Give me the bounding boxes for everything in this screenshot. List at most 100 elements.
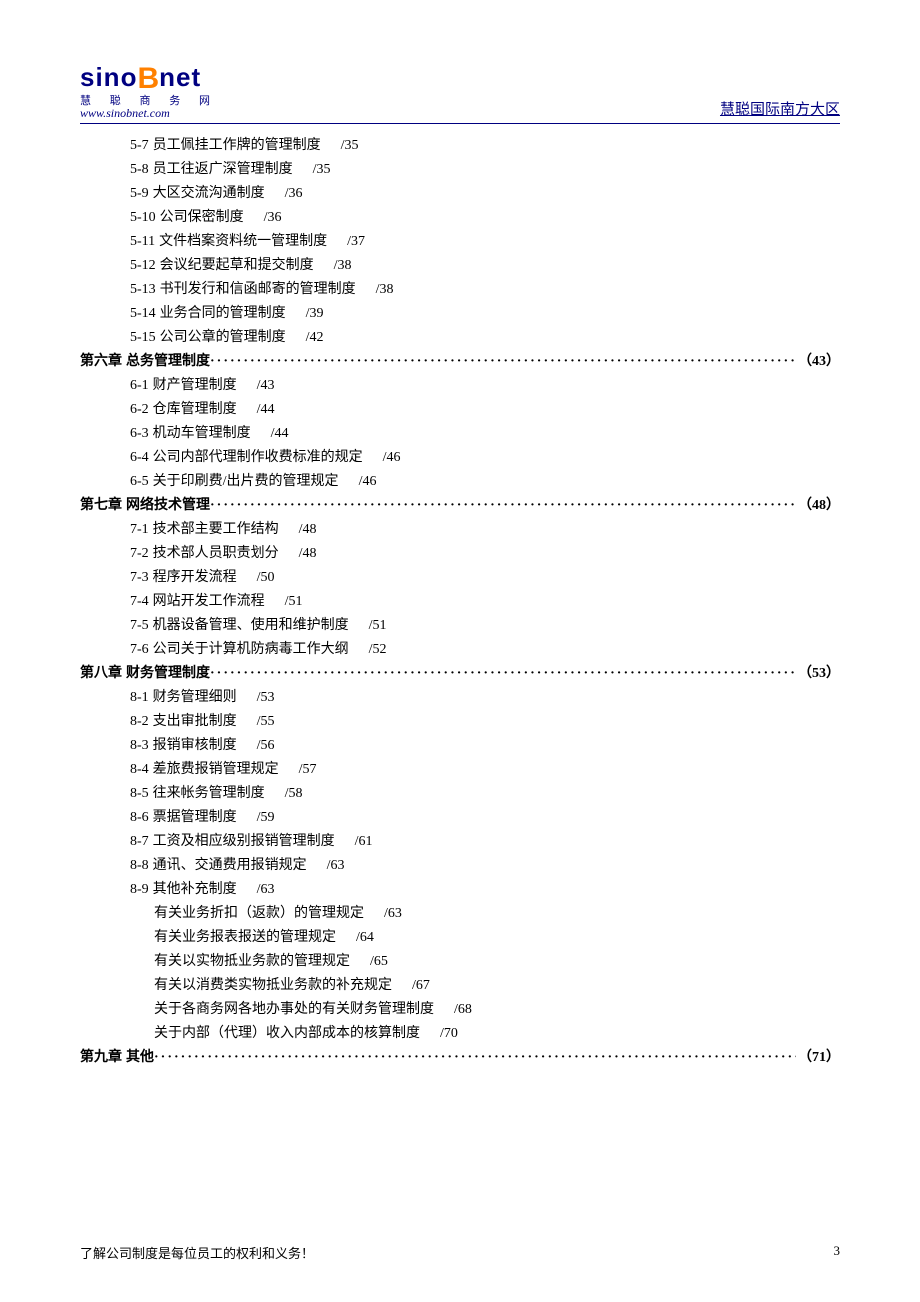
footer-text: 了解公司制度是每位员工的权利和义务！ <box>80 1243 314 1262</box>
toc-num: 7-3 <box>130 570 149 585</box>
toc-item: 8-6票据管理制度/59 <box>130 806 840 830</box>
toc-item: 8-8通讯、交通费用报销规定/63 <box>130 854 840 878</box>
toc-page: /52 <box>369 642 387 657</box>
toc-item: 5-10公司保密制度/36 <box>130 206 840 230</box>
chapter-label: 第七章 <box>80 494 122 518</box>
toc-item: 关于各商务网各地办事处的有关财务管理制度/68 <box>130 998 840 1022</box>
toc-page: /37 <box>347 234 365 249</box>
chapter-label: 第八章 <box>80 662 122 686</box>
toc-num: 8-1 <box>130 690 149 705</box>
toc-title: 仓库管理制度 <box>153 402 237 417</box>
header-right: 慧聪国际南方大区 <box>720 98 840 121</box>
toc-title: 书刊发行和信函邮寄的管理制度 <box>160 282 356 297</box>
page-header: sino B net 慧 聪 商 务 网 www.sinobnet.com 慧聪… <box>80 60 840 124</box>
toc-item: 有关业务折扣（返款）的管理规定/63 <box>130 902 840 926</box>
toc-num: 7-4 <box>130 594 149 609</box>
toc-item: 8-9其他补充制度/63 <box>130 878 840 902</box>
toc-item: 5-15公司公章的管理制度/42 <box>130 326 840 350</box>
toc-page: /46 <box>383 450 401 465</box>
toc-title: 公司关于计算机防病毒工作大纲 <box>153 642 349 657</box>
toc-page: /46 <box>359 474 377 489</box>
toc-title: 大区交流沟通制度 <box>153 186 265 201</box>
toc-title: 有关业务报表报送的管理规定 <box>154 930 336 945</box>
toc-title: 差旅费报销管理规定 <box>153 762 279 777</box>
toc-title: 机器设备管理、使用和维护制度 <box>153 618 349 633</box>
toc-num: 8-6 <box>130 810 149 825</box>
chapter-page: （71） <box>798 1046 840 1070</box>
toc-title: 支出审批制度 <box>153 714 237 729</box>
toc-page: /36 <box>285 186 303 201</box>
toc-num: 5-13 <box>130 282 156 297</box>
toc-item: 5-13书刊发行和信函邮寄的管理制度/38 <box>130 278 840 302</box>
toc-title: 工资及相应级别报销管理制度 <box>153 834 335 849</box>
toc-num: 6-2 <box>130 402 149 417</box>
toc-item: 7-2技术部人员职责划分/48 <box>130 542 840 566</box>
chapter-7: 第七章 网络技术管理 （48） <box>80 494 840 518</box>
toc-num: 5-14 <box>130 306 156 321</box>
toc-num: 6-1 <box>130 378 149 393</box>
logo-sino: sino <box>80 62 137 93</box>
toc-title: 其他补充制度 <box>153 882 237 897</box>
toc-title: 关于内部（代理）收入内部成本的核算制度 <box>154 1026 420 1041</box>
toc-item: 8-3报销审核制度/56 <box>130 734 840 758</box>
toc-page: /61 <box>355 834 373 849</box>
toc-num: 6-4 <box>130 450 149 465</box>
toc-page: /63 <box>257 882 275 897</box>
toc-page: /42 <box>306 330 324 345</box>
toc-title: 通讯、交通费用报销规定 <box>153 858 307 873</box>
toc-title: 网站开发工作流程 <box>153 594 265 609</box>
toc-title: 会议纪要起草和提交制度 <box>160 258 314 273</box>
chapter-title: 其他 <box>126 1046 154 1070</box>
toc-page: /68 <box>454 1002 472 1017</box>
leader-dots <box>210 662 796 686</box>
toc-page: /59 <box>257 810 275 825</box>
chapter-9: 第九章 其他 （71） <box>80 1046 840 1070</box>
toc-page: /63 <box>327 858 345 873</box>
toc-page: /64 <box>356 930 374 945</box>
chapter-title: 总务管理制度 <box>126 350 210 374</box>
toc-item: 5-11文件档案资料统一管理制度/37 <box>130 230 840 254</box>
chapter-page: （48） <box>798 494 840 518</box>
toc-num: 5-9 <box>130 186 149 201</box>
toc-title: 财产管理制度 <box>153 378 237 393</box>
leader-dots <box>210 494 796 518</box>
toc-page: /57 <box>299 762 317 777</box>
toc-title: 程序开发流程 <box>153 570 237 585</box>
logo: sino B net 慧 聪 商 务 网 www.sinobnet.com <box>80 60 218 121</box>
toc-title: 公司公章的管理制度 <box>160 330 286 345</box>
toc-content: 5-7员工佩挂工作牌的管理制度/355-8员工往返广深管理制度/355-9大区交… <box>80 134 840 1070</box>
page-footer: 了解公司制度是每位员工的权利和义务！ 3 <box>80 1243 840 1262</box>
toc-item: 关于内部（代理）收入内部成本的核算制度/70 <box>130 1022 840 1046</box>
toc-title: 技术部人员职责划分 <box>153 546 279 561</box>
toc-item: 6-4公司内部代理制作收费标准的规定/46 <box>130 446 840 470</box>
toc-item: 有关业务报表报送的管理规定/64 <box>130 926 840 950</box>
toc-page: /65 <box>370 954 388 969</box>
toc-num: 6-3 <box>130 426 149 441</box>
chapter-8: 第八章 财务管理制度 （53） <box>80 662 840 686</box>
toc-title: 机动车管理制度 <box>153 426 251 441</box>
logo-url: www.sinobnet.com <box>80 106 218 121</box>
toc-page: /58 <box>285 786 303 801</box>
toc-item: 6-5关于印刷费/出片费的管理规定/46 <box>130 470 840 494</box>
toc-page: /48 <box>299 522 317 537</box>
logo-net: net <box>159 62 201 93</box>
toc-title: 公司保密制度 <box>160 210 244 225</box>
toc-title: 员工佩挂工作牌的管理制度 <box>153 138 321 153</box>
toc-item: 有关以实物抵业务款的管理规定/65 <box>130 950 840 974</box>
toc-page: /38 <box>334 258 352 273</box>
toc-item: 7-6公司关于计算机防病毒工作大纲/52 <box>130 638 840 662</box>
toc-num: 7-2 <box>130 546 149 561</box>
toc-page: /63 <box>384 906 402 921</box>
toc-page: /44 <box>257 402 275 417</box>
toc-num: 8-5 <box>130 786 149 801</box>
chapter-6: 第六章 总务管理制度 （43） <box>80 350 840 374</box>
toc-page: /55 <box>257 714 275 729</box>
toc-num: 5-11 <box>130 234 155 249</box>
toc-item: 6-1财产管理制度/43 <box>130 374 840 398</box>
toc-num: 5-12 <box>130 258 156 273</box>
toc-page: /67 <box>412 978 430 993</box>
toc-item: 6-2 仓库管理制度/44 <box>130 398 840 422</box>
chapter-title: 网络技术管理 <box>126 494 210 518</box>
toc-page: /36 <box>264 210 282 225</box>
chapter-label: 第六章 <box>80 350 122 374</box>
